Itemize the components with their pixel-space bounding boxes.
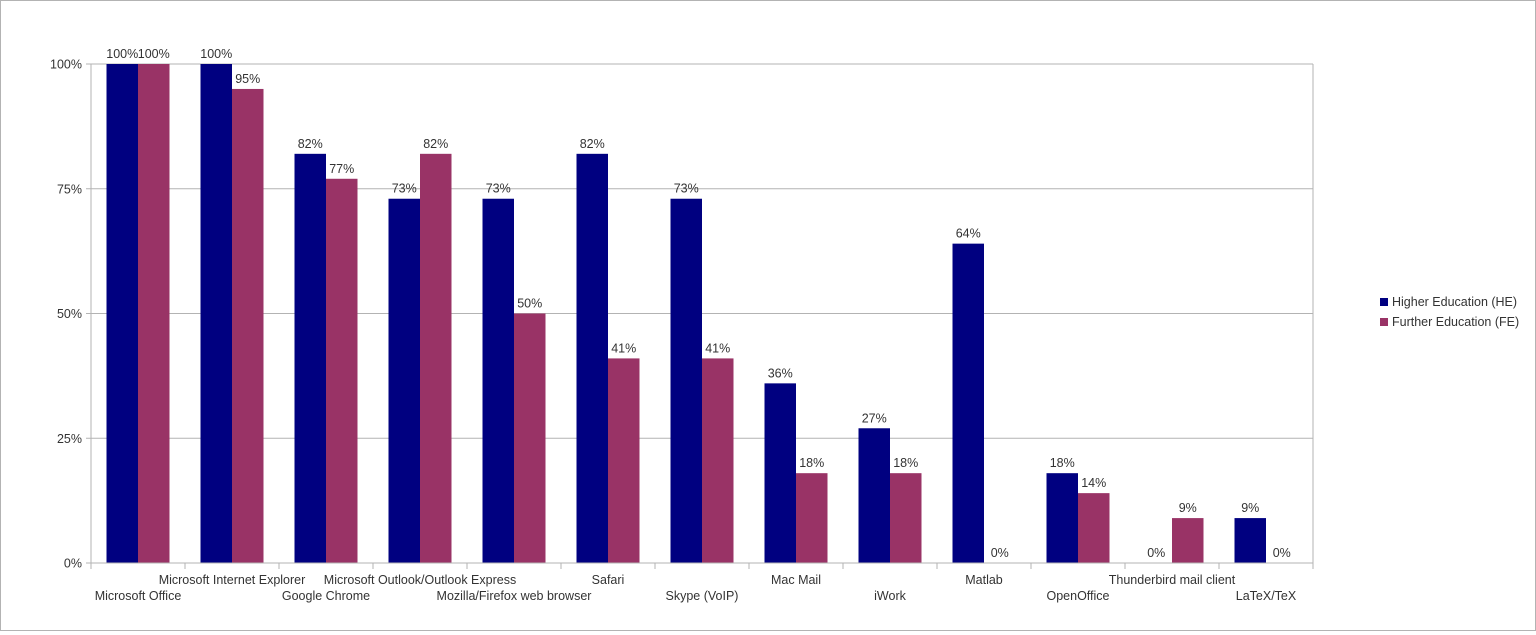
data-label: 100% <box>138 47 170 61</box>
category-label: Safari <box>592 573 625 587</box>
y-tick-label: 100% <box>50 58 82 72</box>
bar <box>796 473 828 563</box>
category-label: Microsoft Internet Explorer <box>159 573 306 587</box>
data-label: 82% <box>298 137 323 151</box>
data-label: 36% <box>768 366 793 380</box>
data-label: 18% <box>893 456 918 470</box>
y-axis: 0% 25% 50% 75% 100% <box>50 58 91 571</box>
data-label: 73% <box>392 182 417 196</box>
data-label: 100% <box>200 47 232 61</box>
bar <box>764 383 796 563</box>
legend-swatch <box>1380 298 1388 306</box>
category-label: Thunderbird mail client <box>1109 573 1236 587</box>
bar <box>294 153 326 563</box>
data-label: 9% <box>1179 501 1197 515</box>
category-label: LaTeX/TeX <box>1236 589 1297 603</box>
data-label: 100% <box>106 47 138 61</box>
bar <box>482 198 514 564</box>
category-label: Microsoft Office <box>95 589 182 603</box>
y-tick-label: 0% <box>64 557 82 571</box>
data-label: 18% <box>799 456 824 470</box>
data-label: 27% <box>862 411 887 425</box>
bar <box>858 428 890 563</box>
category-label: Matlab <box>965 573 1003 587</box>
data-label: 18% <box>1050 456 1075 470</box>
bar <box>1172 518 1204 563</box>
category-label: Skype (VoIP) <box>666 589 739 603</box>
bar <box>576 153 608 563</box>
data-label: 41% <box>611 341 636 355</box>
data-label: 50% <box>517 297 542 311</box>
bar-value-labels: 100% 100%82%73% 73%82%73%36%27%64%18%0%9%1… <box>106 47 1291 560</box>
bar <box>890 473 922 563</box>
bar <box>608 358 640 563</box>
bar <box>388 198 420 564</box>
bar <box>1046 473 1078 563</box>
legend-label: Further Education (FE) <box>1392 315 1519 329</box>
data-label: 95% <box>235 72 260 86</box>
bar <box>326 178 358 563</box>
y-tick-label: 75% <box>57 182 82 196</box>
data-label: 77% <box>329 162 354 176</box>
data-label: 73% <box>674 182 699 196</box>
data-label: 41% <box>705 341 730 355</box>
bars <box>106 64 1266 564</box>
category-label: Mozilla/Firefox web browser <box>437 589 592 603</box>
data-label: 0% <box>1273 546 1291 560</box>
bar <box>200 64 232 563</box>
data-label: 0% <box>1147 546 1165 560</box>
legend-swatch <box>1380 318 1388 326</box>
bar <box>952 243 984 563</box>
legend: Higher Education (HE) Further Education (… <box>1380 295 1519 329</box>
legend-label: Higher Education (HE) <box>1392 295 1517 309</box>
y-tick-label: 50% <box>57 307 82 321</box>
bar <box>1234 518 1266 563</box>
bar <box>420 153 452 563</box>
data-label: 73% <box>486 182 511 196</box>
y-tick-label: 25% <box>57 432 82 446</box>
bar <box>702 358 734 563</box>
bar <box>1078 493 1110 563</box>
data-label: 82% <box>423 137 448 151</box>
category-label: Mac Mail <box>771 573 821 587</box>
x-axis: Microsoft Office Microsoft Internet Explo… <box>90 562 1314 603</box>
bar <box>106 64 138 563</box>
bar <box>232 88 264 563</box>
data-label: 14% <box>1081 476 1106 490</box>
data-label: 9% <box>1241 501 1259 515</box>
bar <box>514 313 546 563</box>
data-label: 0% <box>991 546 1009 560</box>
category-label: OpenOffice <box>1046 589 1109 603</box>
data-label: 82% <box>580 137 605 151</box>
bar <box>670 198 702 564</box>
category-label: Google Chrome <box>282 589 370 603</box>
bar <box>138 64 170 563</box>
data-label: 64% <box>956 227 981 241</box>
category-label: Microsoft Outlook/Outlook Express <box>324 573 516 587</box>
category-label: iWork <box>874 589 906 603</box>
